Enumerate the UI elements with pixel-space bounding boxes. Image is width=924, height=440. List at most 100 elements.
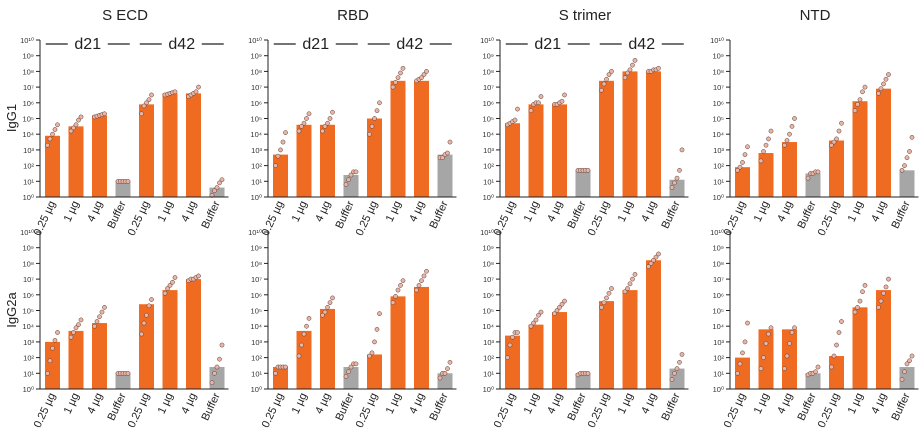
x-category-label: 1 µg [522,199,542,224]
data-point [852,108,858,114]
x-category-label: 0.25 µg [354,391,380,430]
x-category-label: Buffer [890,391,913,423]
y-tick-label: 10⁴ [712,130,724,139]
x-category-label: Buffer [106,391,129,423]
y-tick-label: 10⁹ [250,52,262,61]
bar-buffer [115,373,131,389]
data-point [507,342,513,348]
x-category-label: 4 µg [775,199,795,224]
data-point [99,309,105,315]
data-point [301,120,307,126]
data-point [280,139,286,145]
y-tick-label: 10⁷ [251,275,262,284]
y-tick-label: 10⁹ [712,244,724,253]
y-tick-label: 10² [23,162,34,171]
data-point [149,92,154,98]
data-point [735,167,740,173]
data-point [907,149,912,154]
group-label-d21: d21 [74,36,101,53]
bar-dose [552,104,567,197]
data-point [878,86,884,92]
data-point [273,370,278,376]
data-point [146,97,152,103]
data-point [852,309,858,315]
data-point [886,72,891,77]
data-point [855,102,860,107]
bar-dose [829,140,844,197]
data-point [393,294,398,299]
x-category-label: Buffer [200,199,223,231]
x-category-label: 4 µg [85,391,105,416]
data-point [419,75,424,81]
y-tick-label: 10⁰ [251,193,262,202]
data-point [102,305,107,310]
data-point [904,155,910,161]
data-point [604,295,609,301]
x-category-label: 0.25 µg [586,199,612,238]
data-point [170,279,175,285]
data-point [904,361,910,367]
bar-dose [876,290,891,389]
x-category-label: 1 µg [62,199,82,224]
bar-dose [186,279,201,389]
x-category-label: 4 µg [639,199,659,224]
data-point [346,369,351,375]
data-point [50,345,55,351]
data-point [68,128,74,134]
bar-dose [186,93,201,197]
data-point [398,70,403,76]
y-tick-label: 10⁶ [483,99,494,108]
data-point [330,109,335,115]
x-category-label: Buffer [796,391,819,423]
data-point [299,124,304,129]
data-point [367,353,372,359]
group-label-d42: d42 [168,36,195,53]
bar-dose [162,290,178,389]
data-point [299,342,304,348]
data-point [212,188,217,194]
data-point [505,355,510,360]
x-category-label: 1 µg [616,391,636,416]
y-tick-label: 10⁸ [712,67,724,76]
bar-dose [414,286,429,389]
data-point [390,300,396,305]
x-category-label: 1 µg [156,199,176,224]
bar-dose [45,341,60,389]
data-point [372,116,377,121]
data-point [296,128,302,134]
data-point [304,116,309,121]
data-point [876,305,881,310]
y-tick-label: 10⁵ [713,115,724,124]
y-tick-label: 10¹⁰ [480,36,494,45]
data-point [141,103,147,109]
data-point [196,84,201,90]
data-point [515,330,520,335]
x-category-label: 1 µg [522,391,542,416]
x-category-label: 4 µg [313,391,333,416]
data-point [745,144,750,150]
data-point [761,149,766,154]
x-category-label: Buffer [428,199,451,231]
data-point [296,353,302,359]
data-point [737,164,743,170]
data-point [839,120,844,126]
y-tick-label: 10¹⁰ [20,36,34,45]
data-point [627,281,633,287]
data-point [599,87,604,93]
x-category-label: 4 µg [639,391,659,416]
x-category-label: 1 µg [846,199,866,224]
data-point [343,182,349,187]
y-tick-label: 10⁷ [483,275,494,284]
group-label-d42: d42 [396,36,423,53]
y-tick-label: 10¹⁰ [248,228,262,237]
data-point [172,89,178,95]
x-category-label: 1 µg [156,391,176,416]
x-category-label: 4 µg [869,199,889,224]
data-point [899,167,905,173]
data-point [677,359,682,365]
y-tick-label: 10² [251,162,262,171]
group-label-d21: d21 [302,36,329,53]
x-category-label: 0.25 µg [586,391,612,430]
data-point [834,342,839,348]
